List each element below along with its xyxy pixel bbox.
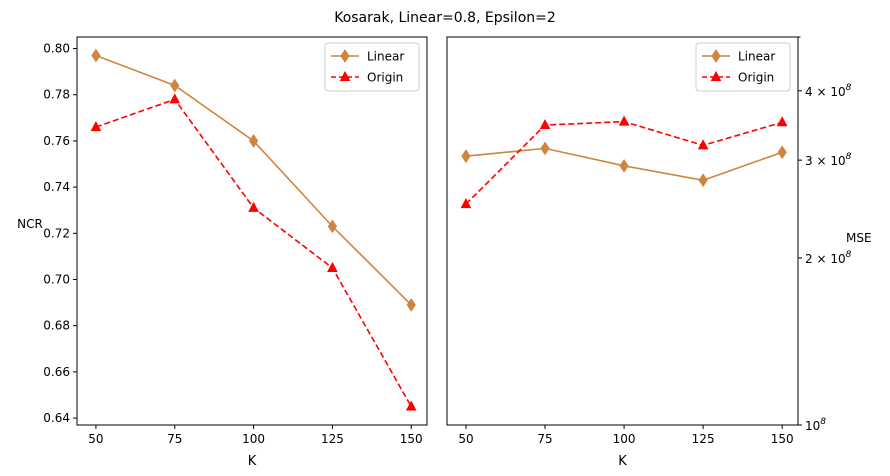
y-tick-label-exponent: 8 <box>820 417 826 427</box>
y-tick-label: 2 × 108 <box>805 250 852 266</box>
x-tick-label: 125 <box>321 432 344 446</box>
axes-frame-2 <box>446 36 799 426</box>
y-tick-label-base: 10 <box>805 419 820 433</box>
y-tick-label-exponent: 8 <box>846 250 852 260</box>
legend-marker <box>711 49 721 63</box>
origin-data-point <box>405 400 417 411</box>
y-axis-label: NCR <box>17 217 43 231</box>
legend-entry-label: Linear <box>738 50 775 64</box>
x-tick-label: 150 <box>400 432 423 446</box>
legend-marker <box>339 70 351 81</box>
origin-data-point <box>169 93 181 104</box>
x-tick-label: 75 <box>167 432 182 446</box>
x-tick-label: 100 <box>242 432 265 446</box>
origin-data-point <box>776 116 788 127</box>
origin-data-point <box>618 115 630 126</box>
x-tick-label: 50 <box>88 432 103 446</box>
x-tick-label: 150 <box>771 432 794 446</box>
legend-2: Linear Origin <box>695 42 791 92</box>
x-tick-label: 50 <box>458 432 473 446</box>
axes-frame-1 <box>76 36 428 426</box>
series-linear <box>91 48 416 312</box>
linear-data-point <box>619 158 629 173</box>
linear-data-point <box>327 219 338 234</box>
y-tick-label: 4 × 108 <box>805 83 852 99</box>
y-tick-label: 0.68 <box>43 319 70 333</box>
legend-marker <box>340 49 350 63</box>
y-tick-label-base: 4 × 10 <box>805 85 846 99</box>
series-origin <box>460 115 788 209</box>
x-tick-label: 100 <box>613 432 636 446</box>
y-tick-label: 0.78 <box>43 88 70 102</box>
x-tick-label: 75 <box>537 432 552 446</box>
y-tick-label-base: 2 × 10 <box>805 252 846 266</box>
x-axis-label: K <box>618 454 627 469</box>
y-tick-label: 0.76 <box>43 134 70 148</box>
y-tick-label: 0.80 <box>43 42 70 56</box>
origin-data-point <box>90 121 102 132</box>
origin-data-point <box>697 139 709 150</box>
legend-entry-label: Origin <box>738 71 774 85</box>
linear-data-point <box>698 173 708 188</box>
y-tick-label-exponent: 8 <box>846 152 852 162</box>
y-tick-label: 0.66 <box>43 365 70 379</box>
linear-data-point <box>540 141 550 156</box>
chart-panel-1: 50 75 100 125 150 K 0.64 0.66 0.68 0.70 0.72 0.74 0.… <box>17 36 428 469</box>
x-tick-label: 125 <box>692 432 715 446</box>
linear-data-point <box>777 145 787 160</box>
origin-data-point <box>248 201 259 212</box>
legend-entry-label: Origin <box>367 71 403 85</box>
x-axis-label: K <box>248 454 257 469</box>
linear-data-point <box>91 48 101 63</box>
origin-data-point <box>460 198 472 209</box>
y-tick-label: 0.72 <box>43 226 70 240</box>
y-tick-label-base: 3 × 10 <box>805 154 846 168</box>
linear-data-point <box>248 134 259 148</box>
y-tick-label: 108 <box>805 417 826 433</box>
figure-title: Kosarak, Linear=0.8, Epsilon=2 <box>334 10 556 26</box>
origin-data-point <box>327 261 338 272</box>
y-tick-label-exponent: 8 <box>846 83 852 93</box>
legend-entry-label: Linear <box>367 50 404 64</box>
y-tick-label: 0.64 <box>43 411 70 425</box>
linear-data-point <box>170 78 180 93</box>
y-axis-label: MSE <box>846 231 872 245</box>
series-linear <box>461 141 787 188</box>
linear-data-point <box>461 149 471 164</box>
y-tick-label: 0.70 <box>43 273 70 287</box>
legend-marker <box>710 70 722 81</box>
legend-1: Linear Origin <box>324 42 420 92</box>
origin-data-point <box>539 118 551 130</box>
series-origin <box>90 93 417 411</box>
y-tick-label: 3 × 108 <box>805 152 852 168</box>
y-tick-label: 0.74 <box>43 180 70 194</box>
linear-data-point <box>406 298 416 312</box>
